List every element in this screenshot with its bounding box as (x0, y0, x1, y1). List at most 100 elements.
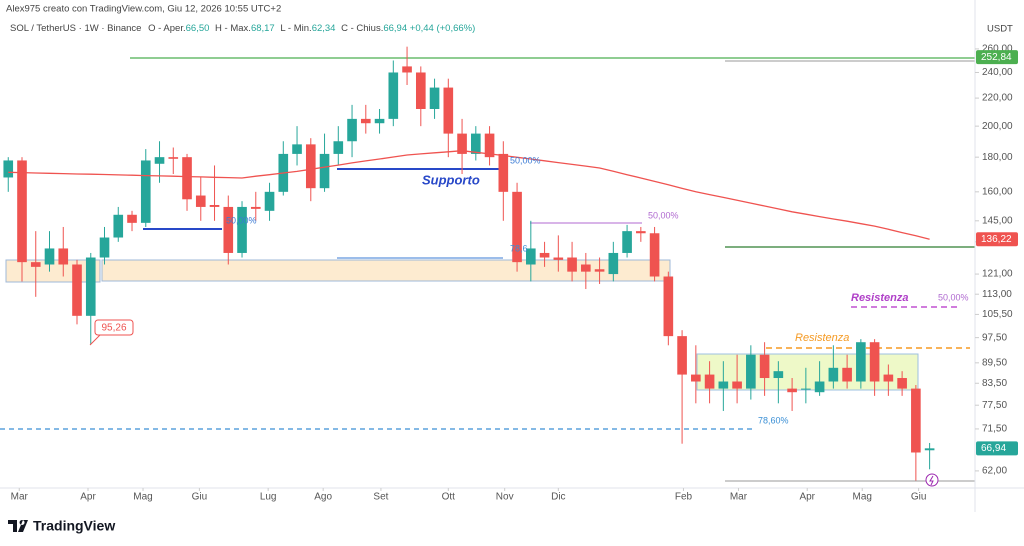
fib-label: 50,00% (938, 292, 969, 302)
y-tick-label: 260,00 (982, 44, 1013, 55)
candle-body (99, 237, 110, 258)
y-tick-label: 97,50 (982, 332, 1007, 343)
x-tick-label: Set (373, 492, 388, 503)
close-label: C - Chius. (341, 23, 383, 34)
event-icon-bolt (929, 475, 934, 486)
candle-body (856, 342, 866, 382)
fib-label: 50,00% (510, 155, 541, 165)
moving-average (8, 150, 930, 240)
candle-body (374, 118, 385, 124)
candle-body (470, 133, 481, 154)
y-tick-label: 240,00 (982, 67, 1013, 78)
candle-body (85, 257, 96, 316)
y-tick-label: 113,00 (982, 289, 1012, 300)
resistance-label: Resistenza (851, 292, 908, 304)
zone (696, 353, 919, 391)
open-label: O - Aper. (148, 23, 186, 34)
high-label: H - Max. (215, 23, 251, 34)
candle-body (526, 248, 536, 265)
candle-body (622, 231, 632, 253)
candle-body (842, 367, 852, 382)
fib-label: 78,60% (758, 415, 789, 425)
candle-body (443, 87, 454, 134)
candle-body (182, 157, 192, 200)
x-tick-label: Nov (496, 492, 514, 503)
event-icon[interactable] (925, 473, 939, 487)
candle-body (429, 87, 440, 109)
x-tick-label: Giu (911, 492, 927, 503)
candle-body (677, 336, 687, 375)
candle-body (581, 264, 591, 272)
candle-body (360, 118, 371, 124)
candle-body (305, 144, 316, 189)
fib-label: 78,6 (510, 243, 528, 253)
x-tick-label: Mar (730, 492, 748, 503)
candle-body (58, 248, 69, 265)
price-label-box (976, 232, 1018, 247)
candle-body (250, 206, 261, 209)
change: +0,44 (+0,66%) (410, 23, 476, 34)
candle-body (168, 157, 179, 159)
candle-body (30, 262, 41, 267)
plot (3, 46, 935, 481)
candle-body (319, 153, 330, 189)
zone (101, 259, 671, 282)
low-label-box (94, 319, 134, 336)
candle-body (17, 160, 27, 263)
open-value: 66,50 (186, 23, 210, 34)
close-value: 66,94 (383, 23, 407, 34)
y-tick-label: 160,00 (982, 186, 1013, 197)
y-tick-label: 105,50 (982, 309, 1013, 320)
annotations: Supporto Resistenza Resistenza 50,00% 50… (89, 155, 969, 487)
y-tick-label: 145,00 (982, 215, 1013, 226)
candle-body (787, 388, 797, 393)
candle-body (209, 205, 220, 207)
credit: Alex975 creato con TradingView.com, Giu … (6, 4, 281, 15)
candle-body (484, 133, 495, 158)
y-tick-label: 220,00 (982, 93, 1013, 104)
candle-body (594, 269, 605, 272)
candle-body (814, 381, 825, 393)
candle-body (333, 141, 344, 154)
x-tick-label: Apr (799, 492, 815, 503)
candle-body (608, 252, 619, 275)
candle-body (704, 374, 715, 389)
high-value: 68,17 (251, 23, 275, 34)
low-label: 95,26 (101, 323, 126, 334)
candle-body (3, 160, 14, 178)
candle-body (415, 72, 426, 109)
price-label-box (976, 50, 1018, 65)
x-tick-label: Mag (853, 492, 872, 503)
y-tick-label: 83,50 (982, 378, 1007, 389)
candle-body (127, 214, 137, 223)
candle-body (72, 264, 82, 316)
price-label: 136,22 (981, 234, 1012, 245)
candle-body (237, 206, 247, 253)
candle-body (567, 257, 577, 272)
candle-body (924, 448, 935, 451)
candle-body (195, 195, 206, 207)
symbol: SOL / TetherUS · 1W · Binance (10, 23, 141, 34)
candle-body (154, 157, 165, 164)
candle-body (883, 374, 894, 382)
drawings (0, 57, 975, 482)
resistance-label: Resistenza (795, 332, 849, 344)
candle-body (732, 381, 742, 389)
low-label-pointer (89, 334, 101, 346)
price-label: 252,84 (981, 52, 1012, 63)
candle-body (264, 191, 275, 211)
candle-body (223, 206, 234, 253)
candle-body (911, 388, 921, 453)
candle-body (869, 342, 880, 382)
y-tick-label: 180,00 (982, 152, 1013, 163)
candle-body (663, 276, 674, 337)
candle-body (44, 248, 55, 265)
candle-body (539, 252, 550, 258)
candle-body (691, 374, 701, 382)
x-tick-label: Ott (442, 492, 456, 503)
price-label-box (976, 441, 1018, 456)
y-tick-label: 89,50 (982, 357, 1007, 368)
logo: TradingView (8, 518, 115, 534)
y-tick-label: 200,00 (982, 121, 1013, 132)
